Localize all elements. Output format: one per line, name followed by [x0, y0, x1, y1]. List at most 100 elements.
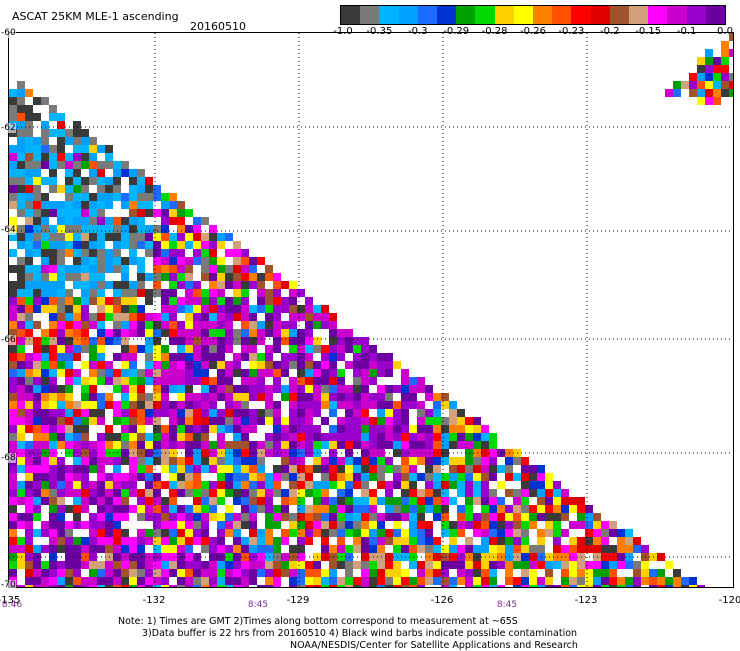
swath-pixel	[201, 513, 209, 521]
swath-pixel	[89, 497, 97, 505]
swath-pixel	[49, 401, 57, 409]
swath-pixel	[233, 393, 241, 401]
swath-pixel	[137, 265, 145, 273]
swath-pixel	[433, 409, 441, 417]
swath-pixel	[497, 529, 505, 537]
swath-pixel	[265, 409, 273, 417]
swath-pixel	[217, 297, 225, 305]
swath-pixel	[489, 473, 497, 481]
swath-pixel	[337, 401, 345, 409]
swath-pixel	[641, 561, 649, 569]
swath-pixel	[321, 385, 329, 393]
swath-pixel	[17, 313, 25, 321]
swath-pixel	[73, 161, 81, 169]
swath-pixel	[185, 289, 193, 297]
swath-pixel	[161, 329, 169, 337]
swath-pixel	[185, 521, 193, 529]
swath-pixel	[177, 569, 185, 577]
swath-pixel	[81, 417, 89, 425]
swath-pixel	[201, 241, 209, 249]
swath-pixel	[537, 489, 545, 497]
swath-pixel	[409, 561, 417, 569]
swath-pixel	[305, 441, 313, 449]
swath-pixel	[97, 249, 105, 257]
swath-pixel	[145, 537, 153, 545]
swath-pixel	[33, 401, 41, 409]
swath-pixel	[257, 505, 265, 513]
swath-pixel	[145, 513, 153, 521]
swath-pixel	[345, 545, 353, 553]
swath-pixel	[33, 337, 41, 345]
swath-pixel	[441, 425, 449, 433]
swath-pixel	[25, 153, 33, 161]
swath-pixel	[185, 377, 193, 385]
swath-pixel	[377, 385, 385, 393]
swath-pixel	[169, 569, 177, 577]
swath-pixel	[393, 401, 401, 409]
swath-pixel	[169, 273, 177, 281]
swath-pixel	[393, 577, 401, 585]
swath-pixel	[113, 385, 121, 393]
swath-pixel	[385, 497, 393, 505]
swath-pixel	[41, 289, 49, 297]
swath-pixel	[689, 89, 697, 97]
swath-pixel	[73, 577, 81, 585]
swath-pixel	[337, 497, 345, 505]
swath-pixel	[345, 521, 353, 529]
swath-pixel	[361, 545, 369, 553]
swath-pixel	[153, 585, 161, 587]
swath-pixel	[401, 369, 409, 377]
swath-pixel	[505, 561, 513, 569]
swath-pixel	[273, 521, 281, 529]
swath-pixel	[9, 129, 17, 137]
swath-pixel	[337, 545, 345, 553]
swath-pixel	[593, 545, 601, 553]
swath-map-plot	[8, 32, 734, 588]
swath-pixel	[297, 345, 305, 353]
swath-pixel	[225, 401, 233, 409]
swath-pixel	[9, 473, 17, 481]
color-scale-swatch	[590, 6, 610, 24]
swath-pixel	[297, 513, 305, 521]
swath-pixel	[201, 561, 209, 569]
swath-pixel	[385, 529, 393, 537]
swath-pixel	[217, 433, 225, 441]
swath-pixel	[17, 201, 25, 209]
swath-pixel	[697, 73, 705, 81]
swath-pixel	[233, 313, 241, 321]
swath-pixel	[345, 513, 353, 521]
swath-pixel	[625, 537, 633, 545]
swath-pixel	[441, 393, 449, 401]
swath-pixel	[297, 433, 305, 441]
swath-pixel	[9, 185, 17, 193]
swath-pixel	[25, 273, 33, 281]
swath-pixel	[89, 209, 97, 217]
map-date: 20160510	[190, 20, 246, 33]
swath-pixel	[209, 265, 217, 273]
swath-pixel	[257, 257, 265, 265]
swath-pixel	[9, 113, 17, 121]
swath-pixel	[33, 369, 41, 377]
swath-pixel	[281, 537, 289, 545]
swath-pixel	[113, 489, 121, 497]
swath-pixel	[49, 497, 57, 505]
swath-pixel	[105, 457, 113, 465]
swath-pixel	[145, 497, 153, 505]
swath-pixel	[345, 345, 353, 353]
swath-pixel	[25, 561, 33, 569]
swath-pixel	[193, 473, 201, 481]
swath-pixel	[137, 321, 145, 329]
swath-pixel	[521, 529, 529, 537]
swath-pixel	[297, 441, 305, 449]
swath-pixel	[17, 305, 25, 313]
swath-pixel	[25, 537, 33, 545]
longitude-label: -126	[430, 595, 454, 606]
swath-pixel	[137, 289, 145, 297]
swath-pixel	[217, 337, 225, 345]
swath-pixel	[209, 329, 217, 337]
swath-pixel	[249, 393, 257, 401]
swath-pixel	[217, 481, 225, 489]
swath-pixel	[73, 521, 81, 529]
swath-pixel	[313, 401, 321, 409]
swath-pixel	[337, 345, 345, 353]
